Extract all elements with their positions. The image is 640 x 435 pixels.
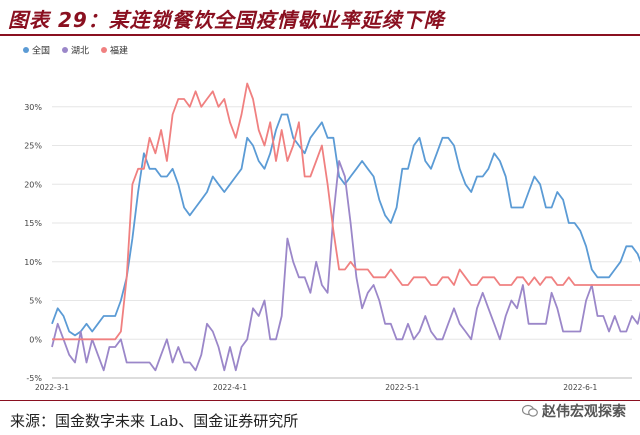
legend-label: 福建 [110,45,128,57]
gridlines [52,106,632,379]
series-line-2 [52,82,640,341]
y-tick-label: 10% [24,258,42,267]
legend-marker [23,47,29,53]
y-tick-label: 15% [24,219,42,228]
line-chart: -5%0%5%10%15%20%25%30% 2022-3-1 2022-4-1 2… [23,45,640,392]
x-tick-label: 2022-4-1 [213,383,247,392]
y-tick-label: 30% [24,103,42,112]
series-line-1 [51,160,640,372]
y-tick-label: -5% [26,374,42,383]
legend-label: 全国 [32,45,50,57]
wechat-icon [522,404,538,417]
y-tick-label: 25% [24,142,42,151]
title-rule [0,34,640,36]
source-note: 来源：国金数字未来 Lab、国金证券研究所 [10,412,299,430]
legend: 全国 湖北 福建 [23,45,128,57]
legend-marker [101,47,107,53]
chart-area: -5% 0% 5% 10% 15% 20% 25% 30% 2022-3-1 2022-4-1 2… [0,36,640,396]
watermark: 赵伟宏观探索 [522,401,626,421]
y-tick-label: 20% [24,180,42,189]
x-tick-label: 2022-6-1 [563,383,597,392]
legend-marker [62,47,68,53]
y-tick-label: 0% [29,335,42,344]
bottom-rule [0,400,640,401]
x-tick-label: 2022-5-1 [385,383,419,392]
x-axis: 2022-3-1 2022-4-1 2022-5-1 2022-6-1 [35,377,632,392]
title-bar: 图表 29：某连锁餐饮全国疫情歇业率延续下降 [0,0,640,34]
legend-label: 湖北 [71,46,89,57]
series-lines [51,82,640,372]
page-title: 图表 29：某连锁餐饮全国疫情歇业率延续下降 [8,8,445,32]
series-line-0 [51,113,640,337]
y-tick-label: 5% [29,297,42,306]
x-tick-label: 2022-3-1 [35,383,69,392]
y-axis: -5% 0% 5% 10% 15% 20% 25% 30% [24,103,42,383]
watermark-text: 赵伟宏观探索 [542,404,626,420]
